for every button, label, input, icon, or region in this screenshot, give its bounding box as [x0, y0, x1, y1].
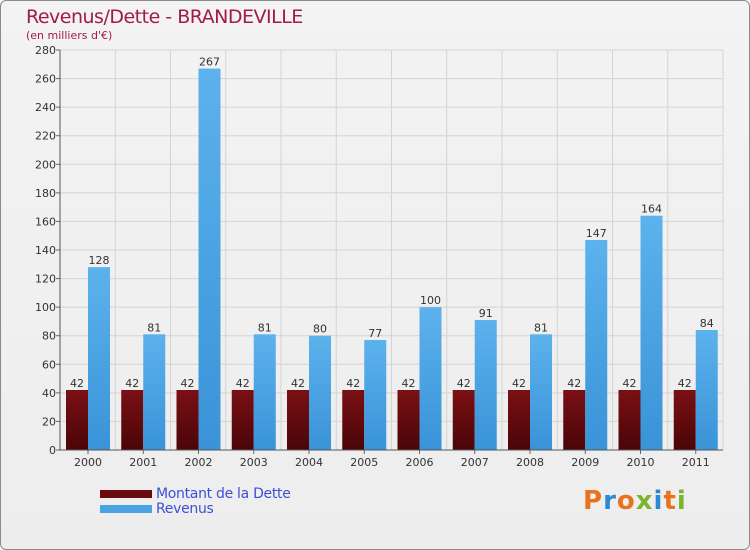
- value-label-dette: 42: [236, 377, 250, 390]
- value-label-dette: 42: [125, 377, 139, 390]
- y-tick-label: 0: [49, 444, 56, 457]
- bar-revenus: [364, 340, 387, 450]
- bar-dette: [508, 390, 530, 450]
- bar-dette: [342, 390, 365, 450]
- value-label-dette: 42: [291, 377, 305, 390]
- legend-item-revenus: Revenus: [100, 500, 291, 517]
- y-tick-label: 120: [35, 273, 56, 286]
- bar-dette: [287, 390, 309, 450]
- value-label-dette: 42: [457, 377, 471, 390]
- legend-swatch-revenus: [100, 504, 152, 513]
- legend: Montant de la Dette Revenus: [100, 485, 291, 517]
- bar-revenus: [474, 320, 497, 450]
- bar-dette: [563, 390, 586, 450]
- value-label-revenus: 267: [199, 56, 220, 69]
- legend-label-dette: Montant de la Dette: [156, 485, 291, 502]
- bar-dette: [176, 390, 199, 450]
- axes: [56, 49, 723, 454]
- value-label-revenus: 100: [420, 294, 441, 307]
- y-tick-label: 200: [35, 158, 56, 171]
- y-tick-label: 140: [35, 244, 56, 257]
- x-tick-label: 2009: [571, 456, 599, 469]
- value-label-revenus: 91: [479, 307, 493, 320]
- x-tick-label: 2011: [682, 456, 710, 469]
- value-label-revenus: 81: [147, 321, 161, 334]
- x-tick-label: 2005: [350, 456, 378, 469]
- chart-subtitle: (en milliers d'€): [26, 29, 113, 42]
- bar-dette: [673, 390, 696, 450]
- chart-title: Revenus/Dette - BRANDEVILLE: [26, 6, 303, 28]
- logo-letter: P: [583, 486, 604, 516]
- bar-dette: [231, 390, 254, 450]
- value-label-dette: 42: [346, 377, 360, 390]
- legend-label-revenus: Revenus: [156, 500, 214, 517]
- x-tick-label: 2000: [74, 456, 102, 469]
- value-label-revenus: 164: [641, 203, 662, 216]
- value-label-dette: 42: [402, 377, 416, 390]
- y-tick-label: 220: [35, 130, 56, 143]
- value-label-dette: 42: [181, 377, 195, 390]
- bar-revenus: [143, 334, 166, 450]
- bar-revenus: [530, 334, 552, 450]
- value-label-revenus: 77: [368, 327, 382, 340]
- y-tick-label: 240: [35, 101, 56, 114]
- value-label-dette: 42: [623, 377, 637, 390]
- logo-letter: x: [635, 486, 654, 516]
- value-label-dette: 42: [567, 377, 581, 390]
- bar-revenus: [88, 267, 110, 450]
- bar-dette: [452, 390, 475, 450]
- value-label-dette: 42: [512, 377, 526, 390]
- logo-letter: i: [676, 486, 687, 516]
- bar-revenus: [695, 330, 718, 450]
- value-label-dette: 42: [70, 377, 84, 390]
- bar-revenus: [253, 334, 276, 450]
- bar-dette: [121, 390, 144, 450]
- y-tick-label: 280: [35, 44, 56, 57]
- x-tick-label: 2010: [627, 456, 655, 469]
- value-label-revenus: 80: [313, 323, 327, 336]
- bar-revenus: [309, 335, 331, 450]
- bar-revenus: [198, 68, 221, 451]
- x-tick-label: 2007: [461, 456, 489, 469]
- x-tick-label: 2004: [295, 456, 323, 469]
- y-tick-label: 60: [42, 358, 56, 371]
- value-label-dette: 42: [678, 377, 692, 390]
- x-tick-label: 2003: [240, 456, 268, 469]
- x-tick-label: 2001: [129, 456, 157, 469]
- bar-dette: [618, 390, 641, 450]
- y-tick-label: 40: [42, 387, 56, 400]
- y-tick-label: 180: [35, 187, 56, 200]
- logo-letter: t: [663, 486, 677, 516]
- logo-letter: o: [616, 486, 636, 516]
- labels: 0 20 40 60 80 100 120 140 160 180 200 220 240 260 280 4…: [35, 44, 714, 469]
- legend-swatch-dette: [100, 489, 152, 498]
- y-tick-label: 80: [42, 330, 56, 343]
- value-label-revenus: 81: [258, 321, 272, 334]
- legend-item-dette: Montant de la Dette: [100, 485, 291, 502]
- logo-letter: r: [603, 486, 617, 516]
- grid-lines: [59, 49, 724, 450]
- y-tick-label: 260: [35, 73, 56, 86]
- value-label-revenus: 81: [534, 321, 548, 334]
- bar-dette: [397, 390, 420, 450]
- proxiti-logo: Proxiti: [583, 486, 687, 516]
- y-tick-label: 100: [35, 301, 56, 314]
- y-tick-label: 160: [35, 215, 56, 228]
- logo-letter: i: [653, 486, 664, 516]
- bar-revenus: [419, 307, 442, 450]
- x-tick-label: 2006: [406, 456, 434, 469]
- value-label-revenus: 147: [586, 227, 607, 240]
- value-label-revenus: 128: [89, 254, 110, 267]
- bar-dette: [66, 390, 88, 450]
- bars: [66, 68, 718, 451]
- x-tick-label: 2008: [516, 456, 544, 469]
- bar-revenus: [640, 215, 663, 450]
- x-tick-label: 2002: [185, 456, 213, 469]
- y-tick-label: 20: [42, 415, 56, 428]
- bar-revenus: [585, 240, 608, 450]
- value-label-revenus: 84: [700, 317, 714, 330]
